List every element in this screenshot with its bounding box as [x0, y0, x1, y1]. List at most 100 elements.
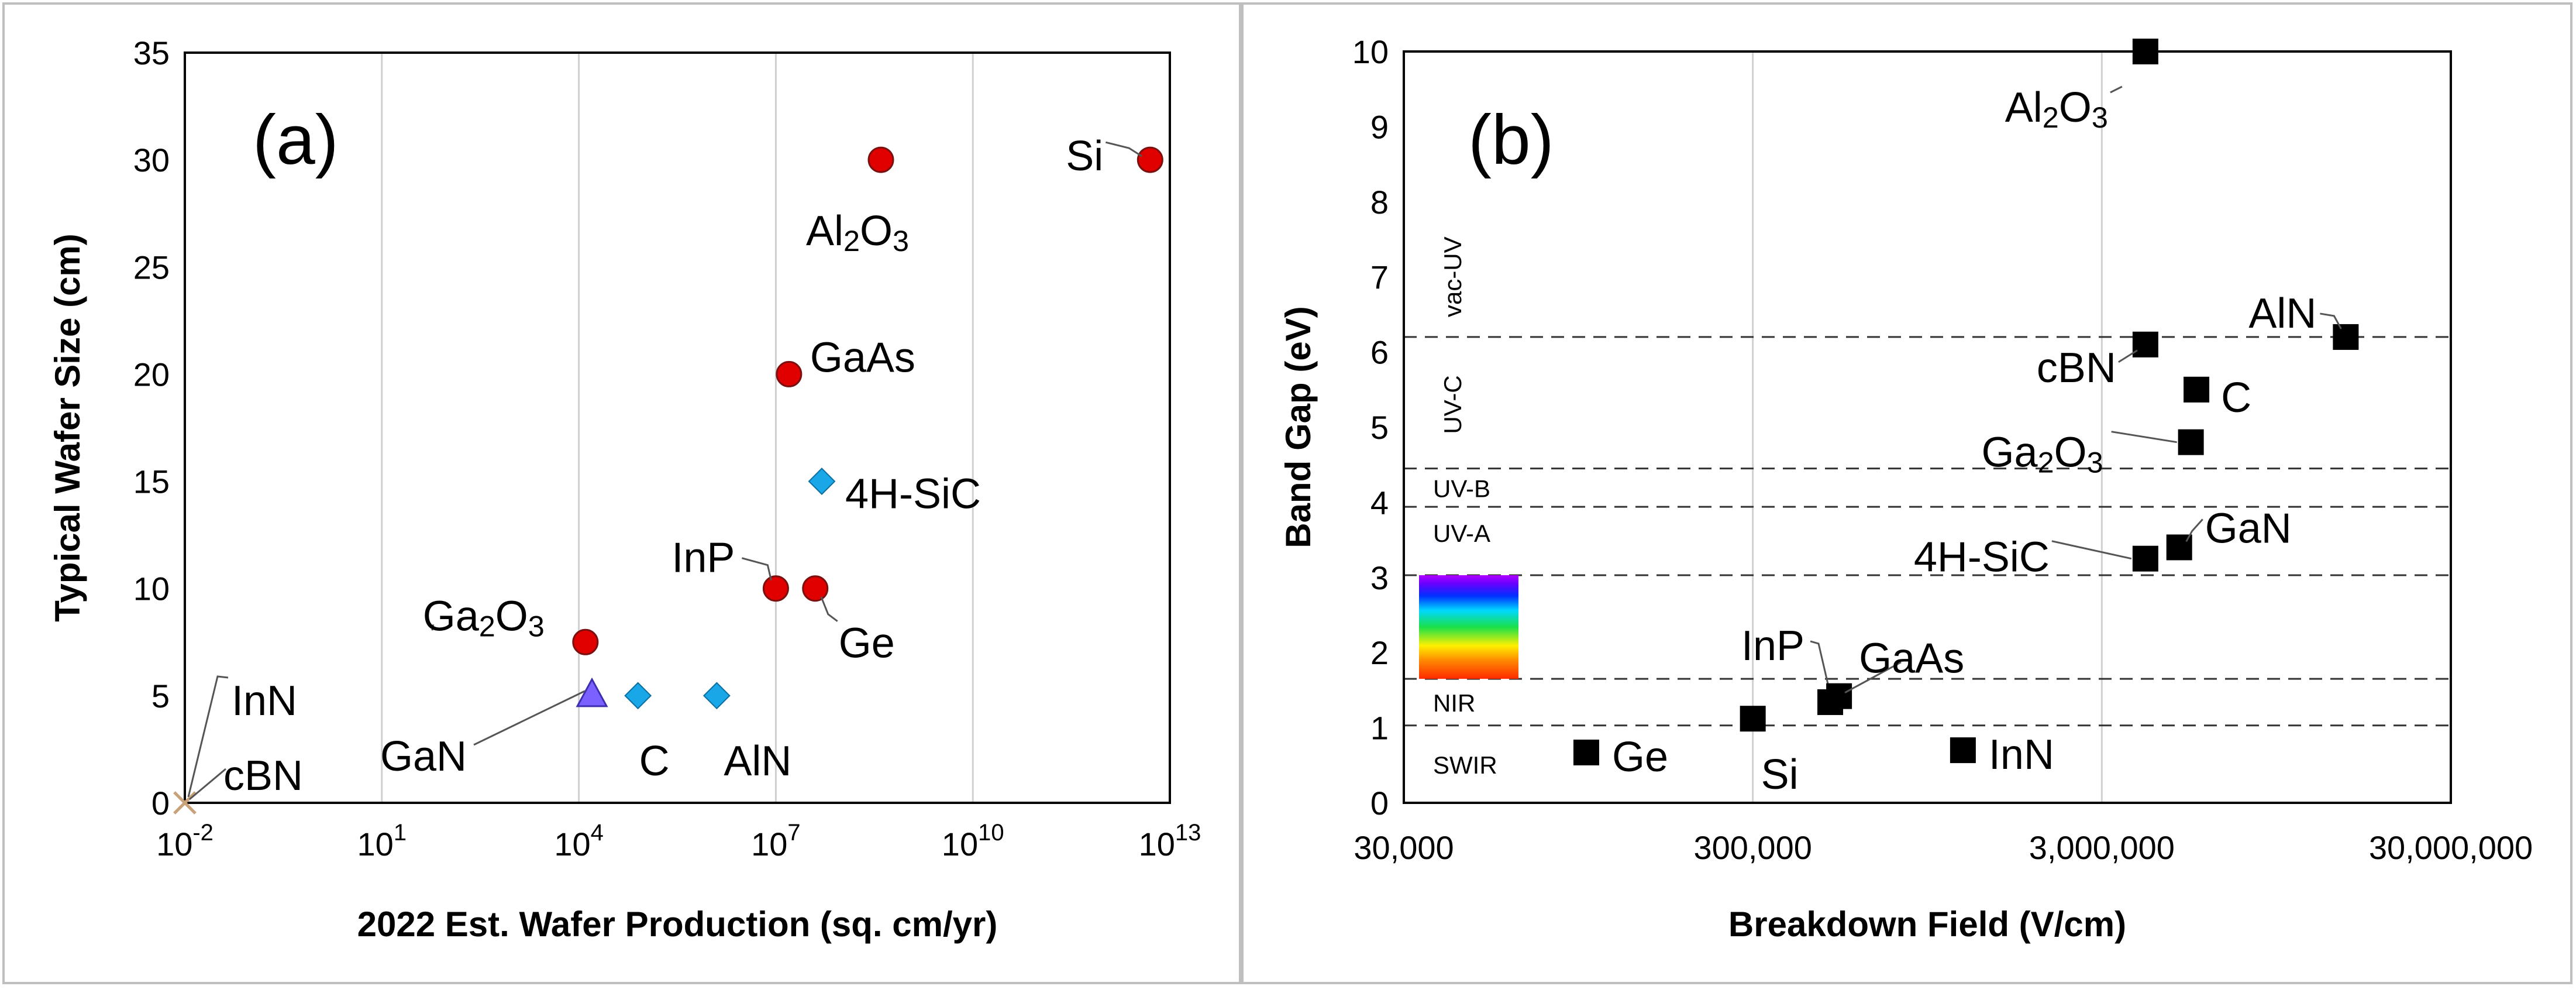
b-point-aln — [2333, 324, 2359, 350]
b-point-gan-label: GaN — [2205, 505, 2292, 552]
a-point-al2o3 — [867, 146, 894, 173]
b-xtick-label: 30,000,000 — [2369, 829, 2533, 866]
b-point-cbn-label: cBN — [2037, 345, 2116, 391]
b-xtick-label: 3,000,000 — [2029, 829, 2175, 866]
a-ytick-label: 0 — [151, 785, 170, 822]
b-ytick-label: 1 — [1370, 710, 1389, 747]
b-point-gaas-label: GaAs — [1859, 635, 1964, 682]
b-band-label-vac-uv: vac-UV — [1439, 236, 1466, 317]
b-point-gan-leader — [2185, 518, 2203, 542]
panel-b: SWIR NIR UV-A UV-B UV-C vac-UV 0 1 2 3 4 5 6 7 8 9 10 30,… — [1279, 33, 2533, 944]
a-ytick-label: 30 — [133, 142, 170, 178]
a-plot-area — [184, 51, 1171, 804]
panel-b-frame — [1241, 2, 2572, 984]
a-point-ge-leader — [820, 596, 838, 622]
b-band-label-uv-b: UV-B — [1433, 475, 1490, 502]
b-band-label-uv-a: UV-A — [1433, 520, 1490, 547]
b-panel-label: (b) — [1468, 101, 1554, 179]
b-point-inn — [1950, 737, 1976, 764]
b-point-inp-label: InP — [1741, 623, 1804, 669]
panel-a-frame — [2, 2, 1241, 984]
a-point-cbn-leader — [189, 768, 226, 800]
a-point-gan-label: GaN — [380, 733, 467, 780]
b-point-aln-leader — [2320, 312, 2342, 329]
b-ytick-label: 0 — [1370, 785, 1389, 822]
a-point-c — [624, 682, 652, 710]
b-plot-area — [1403, 50, 2452, 804]
a-point-ga2o3-label: Ga2O3 — [423, 593, 545, 642]
a-point-ga2o3-leader — [431, 624, 435, 631]
b-point-cbn — [2132, 331, 2158, 358]
a-point-inp — [762, 575, 789, 602]
a-ytick-label: 5 — [151, 678, 170, 714]
b-ytick-label: 4 — [1370, 484, 1389, 521]
a-point-gaas-label: GaAs — [810, 334, 915, 381]
b-ytick-label: 5 — [1370, 409, 1389, 446]
b-point-c-label: C — [2221, 374, 2251, 421]
b-point-gaas-leader — [1844, 661, 1902, 693]
a-point-al2o3-label: Al2O3 — [806, 208, 909, 257]
b-xtick-label: 30,000 — [1354, 829, 1454, 866]
a-ytick-label: 10 — [133, 571, 170, 607]
a-point-inp-leader — [742, 557, 772, 581]
a-point-inp-label: InP — [671, 535, 735, 582]
a-xtick-label: 101 — [357, 820, 407, 863]
b-xtick-label: 300,000 — [1693, 829, 1812, 866]
a-xtick-label: 107 — [751, 820, 801, 863]
a-point-si-label: Si — [1066, 133, 1103, 180]
a-ytick-label: 25 — [133, 249, 170, 286]
b-point-gaas — [1826, 683, 1852, 709]
b-point-ga2o3 — [2178, 429, 2204, 455]
b-visible-spectrum — [1419, 575, 1518, 679]
b-point-ge — [1573, 739, 1599, 765]
b-point-cbn-leader — [2118, 349, 2138, 363]
b-point-al2o3 — [2132, 39, 2158, 64]
b-point-al2o3-leader — [2110, 85, 2123, 94]
b-band-label-swir: SWIR — [1433, 751, 1497, 779]
a-point-gaas — [776, 360, 803, 387]
a-point-cbn-label: cBN — [223, 753, 303, 799]
a-xtick-label: 104 — [554, 820, 604, 863]
b-point-aln-label: AlN — [2248, 290, 2316, 337]
b-y-axis-title: Band Gap (eV) — [1279, 306, 1318, 548]
a-ytick-label: 35 — [133, 35, 170, 71]
b-point-al2o3-label: Al2O3 — [2005, 84, 2108, 134]
b-band-label-uv-c: UV-C — [1439, 375, 1466, 434]
a-point-si-leader — [1105, 141, 1143, 157]
b-ytick-label: 7 — [1370, 259, 1389, 296]
b-point-si-label: Si — [1761, 751, 1799, 798]
b-point-c — [2184, 376, 2210, 403]
b-point-inp-leader — [1810, 640, 1831, 695]
a-point-si — [1137, 146, 1163, 173]
b-point-si — [1740, 706, 1766, 732]
b-point-4h-sic-leader — [2051, 540, 2132, 560]
a-point-inn-label: InN — [232, 678, 297, 724]
b-ytick-label: 8 — [1370, 184, 1389, 221]
b-point-inn-label: InN — [1989, 731, 2054, 778]
b-ytick-label: 2 — [1370, 634, 1389, 671]
a-point-c-label: C — [639, 738, 670, 785]
a-ytick-label: 20 — [133, 356, 170, 393]
b-point-4h-sic-label: 4H-SiC — [1914, 534, 2050, 581]
a-point-aln — [702, 682, 731, 710]
b-x-axis-title: Breakdown Field (V/cm) — [1728, 905, 2126, 944]
a-panel-label: (a) — [253, 101, 339, 179]
b-point-ge-label: Ge — [1612, 734, 1668, 781]
b-ytick-label: 9 — [1370, 108, 1389, 145]
b-ytick-label: 10 — [1352, 33, 1389, 70]
a-xtick-label: 1013 — [1139, 820, 1201, 863]
a-point-inn-leader — [187, 675, 229, 798]
a-xtick-label: 1010 — [942, 820, 1004, 863]
b-point-4h-sic — [2132, 545, 2158, 572]
a-point-4h-sic-label: 4H-SiC — [845, 471, 981, 518]
a-point-ga2o3 — [572, 628, 599, 655]
a-x-axis-title: 2022 Est. Wafer Production (sq. cm/yr) — [357, 905, 998, 944]
b-band-label-nir: NIR — [1433, 689, 1475, 717]
a-point-cbn — [173, 791, 197, 815]
a-point-ge — [802, 575, 829, 602]
a-xtick-label: 10-2 — [156, 820, 213, 863]
a-point-gan — [576, 677, 608, 707]
b-ytick-label: 3 — [1370, 559, 1389, 596]
